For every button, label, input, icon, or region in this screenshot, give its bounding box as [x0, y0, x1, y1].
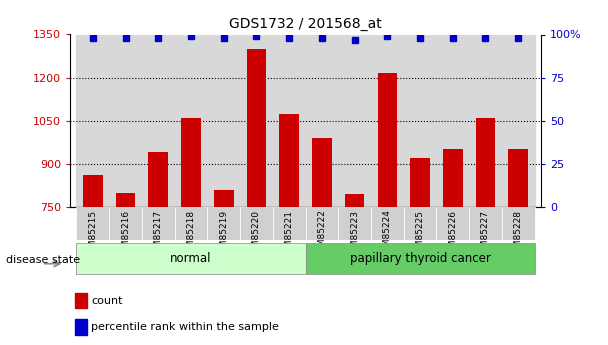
Text: count: count — [91, 296, 123, 306]
Bar — [338, 34, 371, 207]
Bar — [207, 207, 240, 240]
Bar — [75, 293, 86, 308]
Bar — [109, 34, 142, 207]
Bar — [174, 207, 207, 240]
Bar — [77, 34, 109, 207]
Text: GSM85219: GSM85219 — [219, 210, 228, 259]
Bar — [410, 158, 430, 207]
Bar — [116, 193, 136, 207]
Bar — [273, 207, 306, 240]
Text: disease state: disease state — [6, 256, 80, 265]
Bar — [437, 34, 469, 207]
Bar — [437, 207, 469, 240]
Bar — [338, 207, 371, 240]
Bar — [181, 118, 201, 207]
Bar — [378, 73, 397, 207]
Bar — [142, 207, 174, 240]
Bar — [305, 207, 338, 240]
Bar — [207, 34, 240, 207]
Bar — [404, 207, 437, 240]
Text: GSM85228: GSM85228 — [514, 210, 523, 259]
Text: GSM85215: GSM85215 — [88, 210, 97, 259]
Bar — [240, 34, 273, 207]
Text: GSM85222: GSM85222 — [317, 210, 326, 258]
Text: GSM85220: GSM85220 — [252, 210, 261, 259]
Text: GSM85217: GSM85217 — [154, 210, 163, 259]
Text: GSM85221: GSM85221 — [285, 210, 294, 259]
Bar — [469, 34, 502, 207]
Bar — [240, 207, 273, 240]
Text: GSM85224: GSM85224 — [383, 210, 392, 258]
Bar — [502, 34, 534, 207]
Text: GSM85226: GSM85226 — [448, 210, 457, 259]
Text: GSM85218: GSM85218 — [187, 210, 196, 259]
Bar — [404, 34, 437, 207]
Bar — [305, 34, 338, 207]
Bar — [371, 34, 404, 207]
Text: GSM85225: GSM85225 — [415, 210, 424, 259]
Bar — [371, 207, 404, 240]
Bar — [247, 49, 266, 207]
Text: GSM85223: GSM85223 — [350, 210, 359, 259]
Bar — [77, 207, 109, 240]
Text: percentile rank within the sample: percentile rank within the sample — [91, 322, 279, 332]
Bar — [508, 149, 528, 207]
Text: GSM85216: GSM85216 — [121, 210, 130, 259]
Bar — [345, 194, 364, 207]
Title: GDS1732 / 201568_at: GDS1732 / 201568_at — [229, 17, 382, 31]
Bar — [77, 243, 305, 274]
Bar — [174, 34, 207, 207]
Bar — [83, 175, 103, 207]
Bar — [305, 243, 534, 274]
Bar — [312, 138, 332, 207]
Bar — [109, 207, 142, 240]
Bar — [273, 34, 305, 207]
Text: GSM85227: GSM85227 — [481, 210, 490, 259]
Bar — [475, 118, 496, 207]
Bar — [142, 34, 174, 207]
Bar — [214, 190, 233, 207]
Bar — [279, 114, 299, 207]
Bar — [148, 152, 168, 207]
Bar — [502, 207, 534, 240]
Bar — [469, 207, 502, 240]
Text: papillary thyroid cancer: papillary thyroid cancer — [350, 252, 491, 265]
Bar — [75, 319, 86, 335]
Bar — [443, 149, 463, 207]
Text: normal: normal — [170, 252, 212, 265]
